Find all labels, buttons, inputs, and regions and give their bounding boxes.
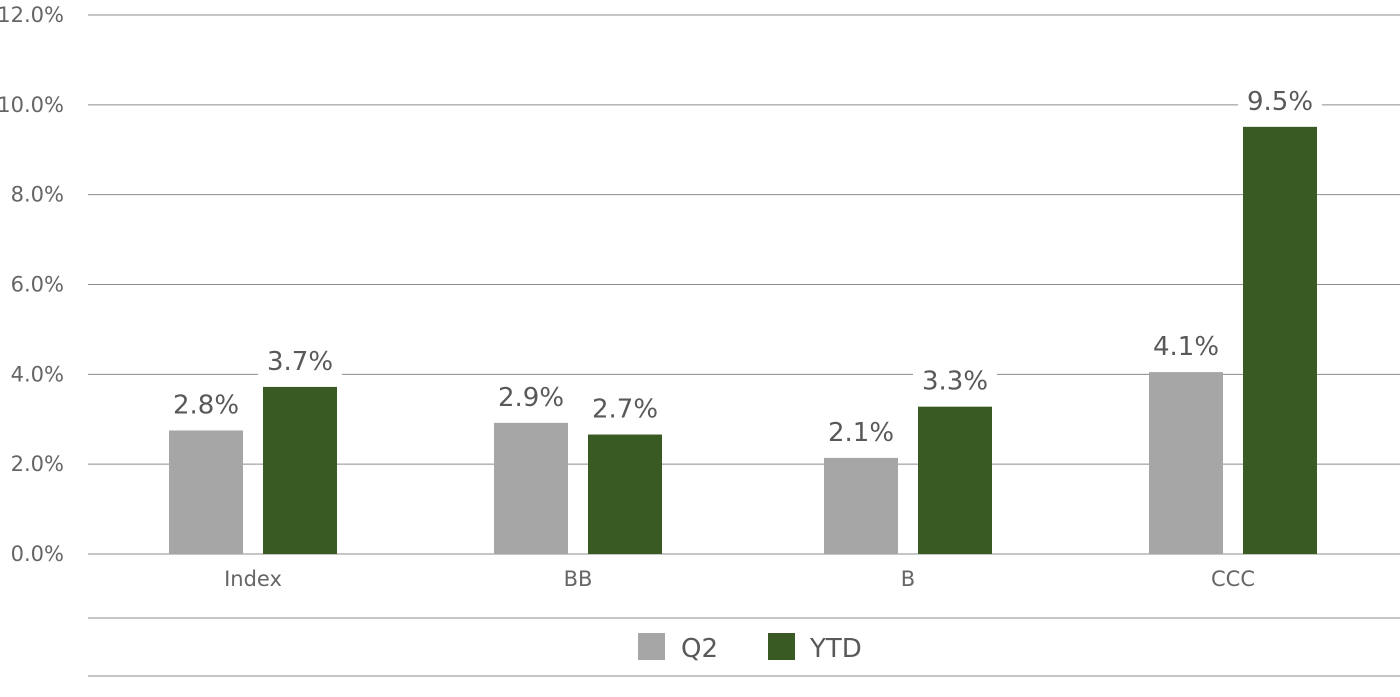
y-tick-label: 2.0% bbox=[11, 452, 64, 476]
x-category-label: CCC bbox=[1211, 567, 1255, 591]
data-label-background bbox=[583, 393, 667, 426]
data-label: 2.8% bbox=[173, 390, 239, 420]
bar-q2-b bbox=[824, 457, 898, 554]
legend-swatch-ytd bbox=[768, 633, 795, 660]
bars bbox=[169, 126, 1317, 554]
data-label: 3.7% bbox=[267, 347, 333, 377]
bar-ytd-b bbox=[918, 406, 992, 554]
y-tick-label: 6.0% bbox=[11, 273, 64, 297]
y-tick-label: 0.0% bbox=[11, 542, 64, 566]
data-label: 2.1% bbox=[828, 418, 894, 448]
bar-q2-bb bbox=[494, 422, 568, 554]
legend: Q2 YTD bbox=[88, 617, 1400, 677]
x-category-label: BB bbox=[564, 567, 593, 591]
bar-q2-index bbox=[169, 430, 243, 554]
data-label-background bbox=[258, 345, 342, 378]
legend-label-q2: Q2 bbox=[681, 634, 718, 664]
data-label-background bbox=[819, 416, 903, 449]
data-label-background bbox=[1144, 331, 1228, 364]
data-label-background bbox=[913, 365, 997, 398]
data-labels: 2.8% 2.9% 2.1% 4.1% 3.7% 2.7% 3.3% 9.5% bbox=[164, 85, 1322, 449]
y-axis-tick-labels: 0.0% 2.0% 4.0% 6.0% 8.0% 10.0% 12.0% bbox=[0, 3, 64, 566]
data-label: 2.7% bbox=[592, 395, 658, 425]
y-tick-label: 8.0% bbox=[11, 183, 64, 207]
bar-q2-ccc bbox=[1149, 372, 1223, 554]
x-axis-category-labels: Index BB B CCC bbox=[224, 567, 1255, 591]
legend-label-ytd: YTD bbox=[809, 634, 862, 664]
bar-ytd-index bbox=[263, 386, 337, 554]
y-tick-label: 10.0% bbox=[0, 93, 64, 117]
data-label: 2.9% bbox=[498, 383, 564, 413]
bar-ytd-ccc bbox=[1243, 126, 1317, 554]
legend-swatch-q2 bbox=[638, 633, 665, 660]
x-category-label: B bbox=[901, 567, 915, 591]
data-label: 3.3% bbox=[922, 367, 988, 397]
data-label-background bbox=[489, 381, 573, 414]
bar-ytd-bb bbox=[588, 434, 662, 554]
data-label-background bbox=[1238, 85, 1322, 118]
data-label: 4.1% bbox=[1153, 332, 1219, 362]
x-category-label: Index bbox=[224, 567, 282, 591]
y-tick-label: 12.0% bbox=[0, 3, 64, 27]
y-tick-label: 4.0% bbox=[11, 362, 64, 386]
data-label-background bbox=[164, 389, 248, 422]
data-label: 9.5% bbox=[1247, 87, 1313, 117]
